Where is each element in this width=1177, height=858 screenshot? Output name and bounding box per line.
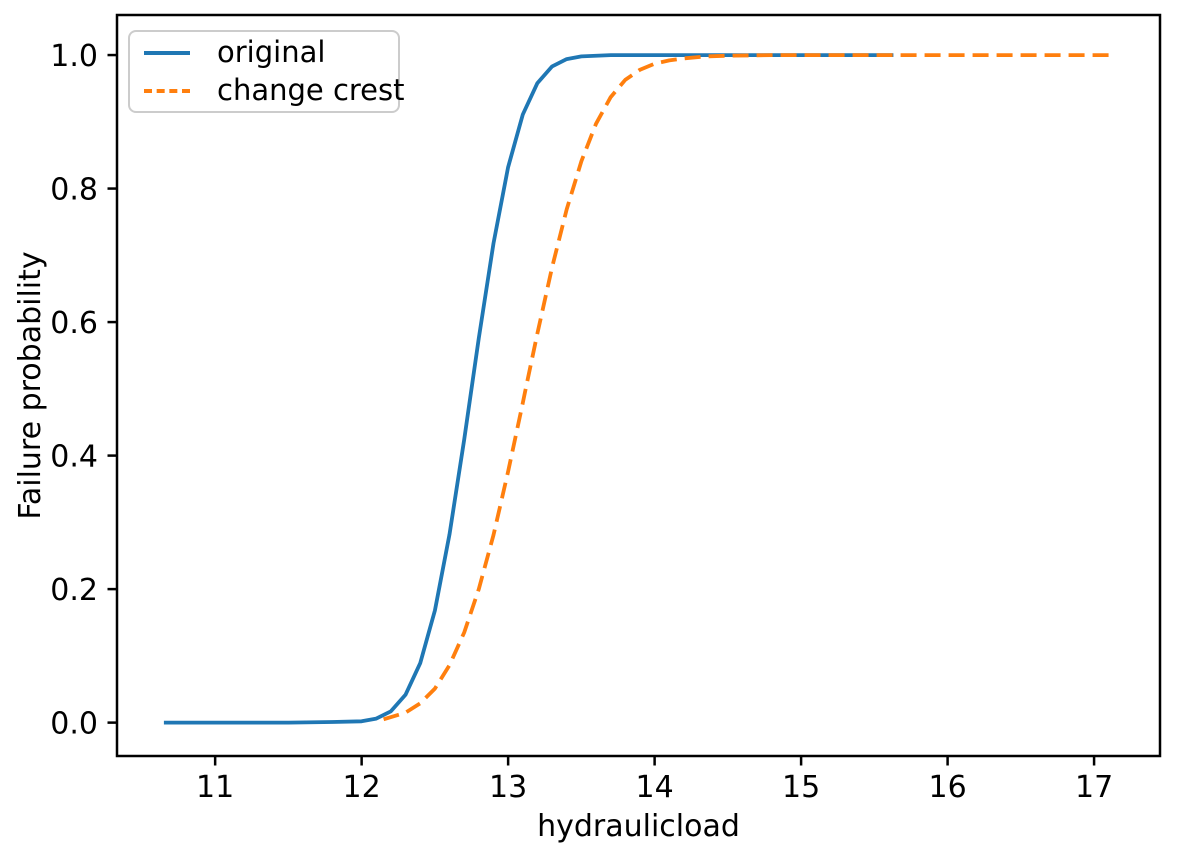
x-tick-label: 13 bbox=[489, 770, 527, 805]
y-tick-label: 0.2 bbox=[50, 573, 98, 608]
series-line-change-crest bbox=[383, 53, 1114, 722]
y-tick-label: 0.0 bbox=[50, 707, 98, 742]
x-tick-label: 15 bbox=[782, 770, 820, 805]
legend-entry-original: original bbox=[144, 38, 386, 67]
legend-entry-change-crest: change crest bbox=[144, 76, 405, 105]
x-tick-label: 11 bbox=[196, 770, 234, 805]
axes-spines bbox=[115, 13, 1162, 758]
y-axis-label: Failure probability bbox=[13, 251, 48, 519]
x-tick-label: 17 bbox=[1075, 770, 1113, 805]
legend-label-change-crest: change crest bbox=[217, 73, 405, 107]
series-line-original bbox=[163, 53, 894, 725]
legend: original change crest bbox=[128, 30, 405, 113]
y-tick-label: 1.0 bbox=[50, 39, 98, 74]
legend-line-change-crest bbox=[144, 88, 190, 93]
x-tick-label: 16 bbox=[928, 770, 966, 805]
x-tick-label: 12 bbox=[343, 770, 381, 805]
y-tick-label: 0.6 bbox=[50, 306, 98, 341]
legend-label-original: original bbox=[217, 35, 326, 69]
x-tick-label: 14 bbox=[636, 770, 674, 805]
x-axis-label: hydraulicload bbox=[537, 809, 740, 844]
y-tick-label: 0.4 bbox=[50, 440, 98, 475]
legend-line-original bbox=[144, 50, 190, 55]
y-tick-label: 0.8 bbox=[50, 173, 98, 208]
